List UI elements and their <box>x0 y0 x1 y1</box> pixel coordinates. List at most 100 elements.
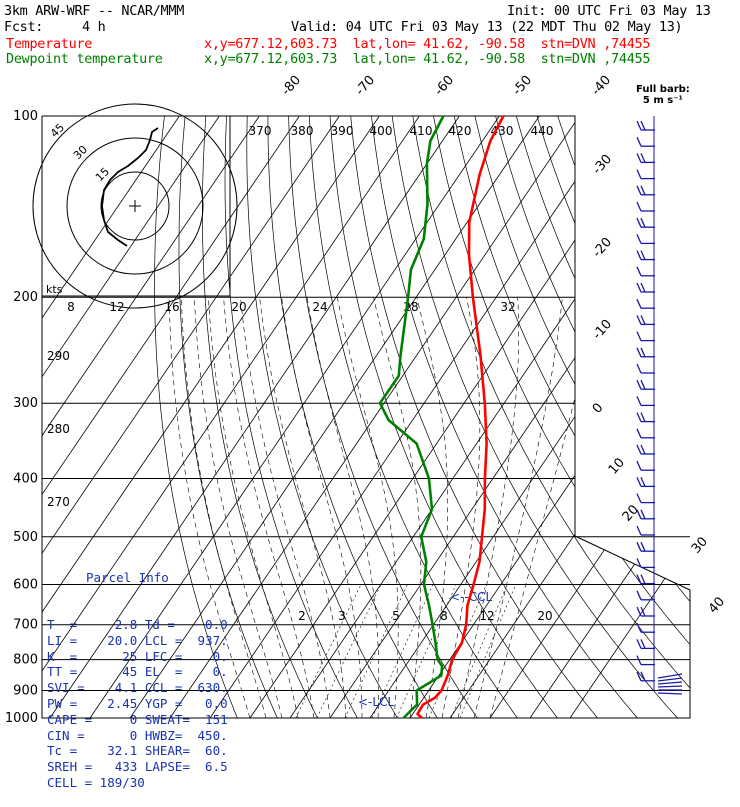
dry-adiabat-line <box>579 116 740 718</box>
isotherm-label: -40 <box>589 73 614 99</box>
isotherm-line <box>210 116 619 718</box>
parcel-info-row: CIN = 0 HWBZ= 450. <box>47 728 227 744</box>
dry-adiabat-line <box>496 116 740 718</box>
wind-barb <box>637 591 641 600</box>
wind-barb <box>658 678 682 681</box>
theta-label: 290 <box>47 349 70 363</box>
parcel-info-title: Parcel Info <box>47 570 227 586</box>
theta-label: 420 <box>449 124 472 138</box>
isotherm-line <box>490 116 740 718</box>
wind-barb <box>637 137 641 146</box>
dry-adiabat-line <box>454 116 740 718</box>
moist-adiabat-line <box>490 297 599 718</box>
theta-label: 410 <box>410 124 433 138</box>
wind-barb <box>637 315 641 324</box>
wind-barb <box>641 121 645 130</box>
wind-barb <box>641 413 645 422</box>
parcel-info-row: CAPE = 0 SWEAT= 151 <box>47 712 227 728</box>
wind-barb <box>637 445 641 454</box>
wind-barb <box>637 348 641 357</box>
isotherm-line <box>170 116 579 718</box>
theta-label: 380 <box>291 124 314 138</box>
wind-barb <box>637 186 641 195</box>
isotherm-label: 10 <box>606 455 628 477</box>
isotherm-line <box>450 116 740 718</box>
mixing-ratio-label: 16 <box>164 300 179 314</box>
mixing-ratio-label: 20 <box>537 609 552 623</box>
isotherm-label: 30 <box>689 534 711 556</box>
mixing-ratio-label: 32 <box>500 300 515 314</box>
pressure-tick-label: 700 <box>13 618 38 633</box>
theta-label: 440 <box>531 124 554 138</box>
parcel-info-row: T = 2.8 Td = 0.0 <box>47 617 227 633</box>
isotherm-label: -80 <box>279 73 304 99</box>
dry-adiabat-line <box>371 116 637 718</box>
wind-barb <box>641 575 645 584</box>
wind-barb <box>637 639 641 648</box>
wind-barb <box>637 267 641 276</box>
pressure-tick-label: 300 <box>13 396 38 411</box>
parcel-info-row: Tc = 32.1 SHEAR= 60. <box>47 743 227 759</box>
mixing-ratio-label: 5 <box>392 609 400 623</box>
wind-barb <box>658 693 682 694</box>
wind-barb <box>637 396 641 405</box>
theta-label: 400 <box>370 124 393 138</box>
wind-barb <box>641 510 645 519</box>
isotherm-label: -10 <box>590 317 615 343</box>
theta-label: 370 <box>249 124 272 138</box>
wind-barb <box>641 283 645 292</box>
isotherm-label: 40 <box>706 594 728 616</box>
hodograph-ring-label: 30 <box>71 143 90 162</box>
wind-barb <box>637 170 641 179</box>
mixing-ratio-label: 12 <box>109 300 124 314</box>
wind-barb <box>637 332 641 341</box>
dry-adiabat-line <box>434 116 740 718</box>
pressure-tick-label: 1000 <box>5 711 38 726</box>
mixing-ratio-label: 2 <box>298 609 306 623</box>
mixing-ratio-label: 12 <box>479 609 494 623</box>
dry-adiabat-line <box>268 116 438 718</box>
mixing-ratio-line <box>296 584 361 718</box>
hodograph-trace <box>102 128 158 246</box>
parcel-info-row: SREH = 433 LAPSE= 6.5 <box>47 759 227 775</box>
dry-adiabat-line <box>558 116 740 718</box>
wind-barb <box>641 186 645 195</box>
hodograph-ring-label: 45 <box>48 121 67 140</box>
isotherm-line <box>570 116 740 718</box>
wind-barb <box>637 477 641 486</box>
isotherm-label: 0 <box>590 400 607 416</box>
wind-barb <box>658 686 682 687</box>
pressure-tick-label: 900 <box>13 683 38 698</box>
dry-adiabat-line <box>620 116 740 718</box>
wind-barb <box>641 445 645 454</box>
theta-label: 270 <box>47 495 70 509</box>
isotherm-label: -20 <box>590 235 615 261</box>
pressure-tick-label: 100 <box>13 109 38 124</box>
dry-adiabat-line <box>330 116 557 718</box>
pressure-tick-label: 500 <box>13 530 38 545</box>
isotherm-label: -70 <box>353 73 378 99</box>
mixing-ratio-label: 24 <box>312 300 327 314</box>
parcel-info-row: CELL = 189/30 <box>47 775 227 791</box>
pressure-tick-label: 600 <box>13 577 38 592</box>
temperature-trace <box>418 116 504 718</box>
wind-barb <box>637 251 641 260</box>
wind-barb <box>637 380 641 389</box>
isotherm-line <box>370 116 740 718</box>
wind-barb <box>641 251 645 260</box>
isotherm-label: -50 <box>510 73 535 99</box>
isotherm-line <box>530 116 740 718</box>
wind-barb <box>641 477 645 486</box>
dry-adiabat-line <box>516 116 740 718</box>
dry-adiabat-line <box>225 116 357 718</box>
dry-adiabat-line <box>475 116 740 718</box>
parcel-info-row: SVI = 4.1 CCL = 630. <box>47 680 227 696</box>
theta-label: 390 <box>331 124 354 138</box>
moist-adiabat-line <box>458 297 519 718</box>
moist-adiabat-line <box>241 297 331 718</box>
wind-barb <box>641 348 645 357</box>
mixing-ratio-label: 20 <box>231 300 246 314</box>
dewpoint-trace <box>380 116 443 718</box>
hodograph-unit-label: kts <box>46 283 63 296</box>
